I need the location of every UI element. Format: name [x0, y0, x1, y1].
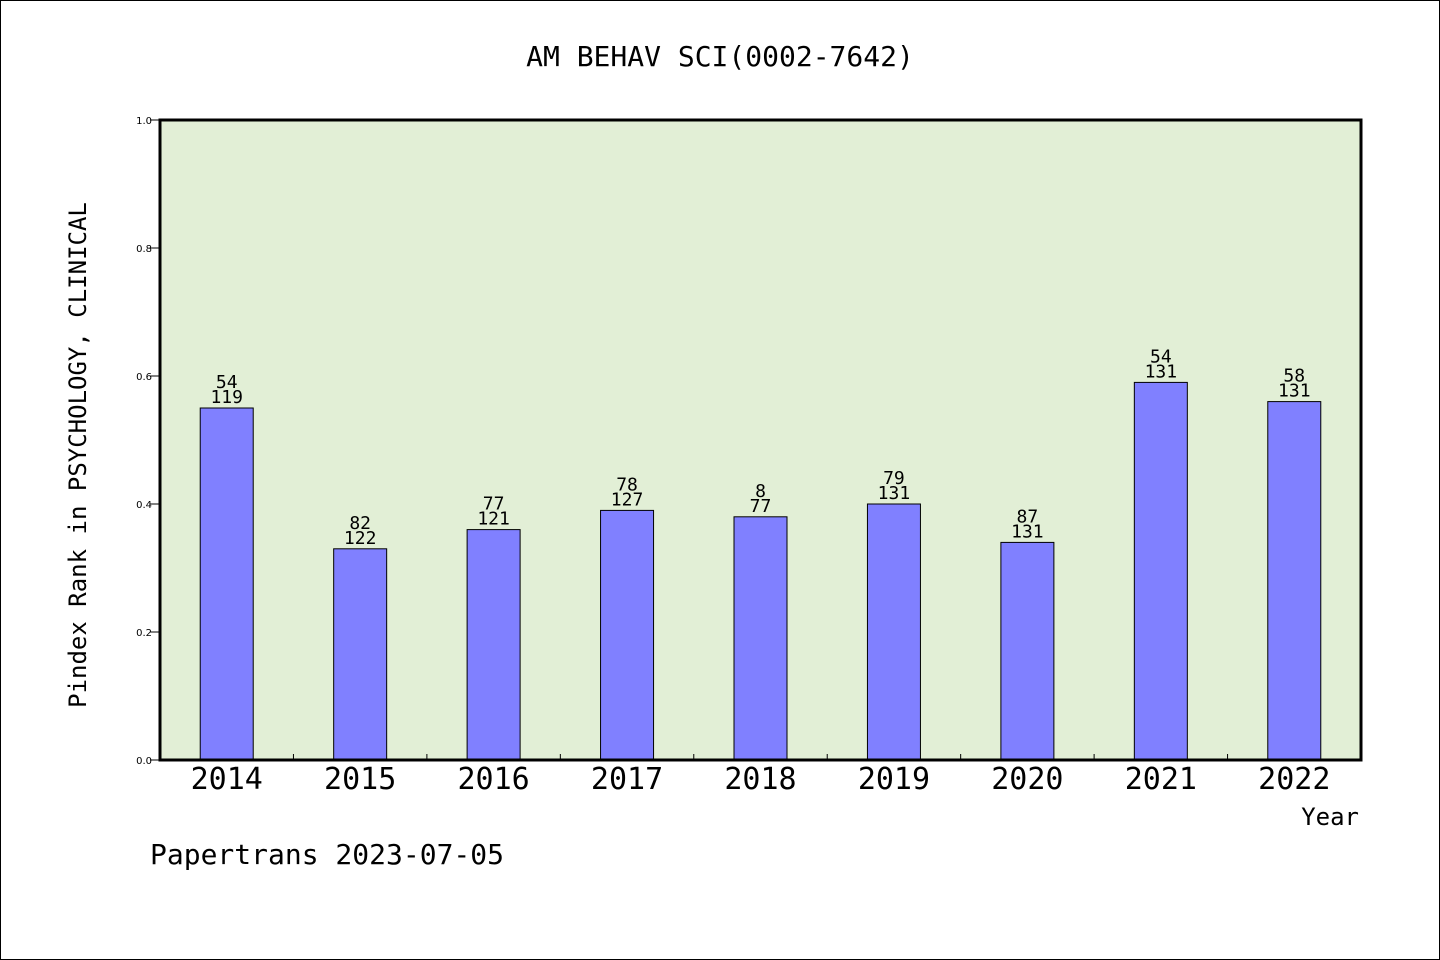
- bar-label-top: 78: [616, 474, 638, 495]
- bar-2018: [733, 516, 788, 761]
- bar-2014: [199, 407, 254, 761]
- bar-2017: [600, 509, 655, 761]
- y-axis-label: Pindex Rank in PSYCHOLOGY, CLINICAL: [64, 202, 92, 708]
- x-tick-label: 2022: [1258, 762, 1330, 797]
- bars: [199, 381, 1322, 761]
- y-tick-label: 0.8: [136, 244, 152, 255]
- y-axis-ticks: 0.0 0.2 0.4 0.6 0.8 1.0: [136, 116, 160, 767]
- bar-label-top: 79: [883, 468, 905, 489]
- x-tick-label: 2014: [191, 762, 263, 797]
- x-axis-label: Year: [1301, 803, 1359, 831]
- bar-2022: [1267, 401, 1322, 761]
- bar-label-top: 87: [1017, 506, 1039, 527]
- x-tick-label: 2020: [991, 762, 1063, 797]
- bar-label-bottom: 119: [210, 387, 243, 408]
- bar-label-bottom: 131: [878, 483, 911, 504]
- x-axis-ticks: 2014 2015 2016 2017 2018 2019 2020 2021 2022: [191, 754, 1330, 797]
- bar-label-bottom: 77: [750, 496, 772, 517]
- x-tick-label: 2015: [324, 762, 396, 797]
- bar-label-top: 58: [1283, 366, 1305, 387]
- bar-label-bottom: 127: [611, 489, 644, 510]
- bar-label-bottom: 121: [477, 509, 510, 530]
- x-tick-label: 2017: [591, 762, 663, 797]
- bar-2021: [1133, 381, 1188, 761]
- bar-label-top: 82: [349, 513, 371, 534]
- x-tick-label: 2019: [858, 762, 930, 797]
- bar-label-top: 8: [755, 481, 766, 502]
- y-tick-label: 0.0: [136, 756, 152, 767]
- bar-label-bottom: 131: [1278, 381, 1311, 402]
- x-tick-label: 2018: [724, 762, 796, 797]
- bar-label-top: 54: [216, 372, 238, 393]
- bar-label-bottom: 122: [344, 528, 377, 549]
- y-tick-label: 0.6: [136, 372, 152, 383]
- chart-title: AM BEHAV SCI(0002-7642): [526, 40, 914, 73]
- bar-label-top: 54: [1150, 346, 1172, 367]
- y-tick-label: 1.0: [136, 116, 152, 127]
- bar-label-bottom: 131: [1145, 361, 1178, 382]
- y-tick-label: 0.2: [136, 628, 152, 639]
- bar-2015: [333, 548, 388, 761]
- bar-label-bottom: 131: [1011, 521, 1044, 542]
- plot-border: [158, 118, 1363, 762]
- bar-2016: [466, 529, 521, 761]
- y-tick-label: 0.4: [136, 500, 152, 511]
- bar-2020: [1000, 541, 1055, 761]
- x-tick-label: 2016: [457, 762, 529, 797]
- bar-2019: [866, 503, 921, 761]
- x-tick-label: 2021: [1125, 762, 1197, 797]
- footer-source: Papertrans 2023-07-05: [150, 838, 504, 871]
- bar-label-top: 77: [483, 494, 505, 515]
